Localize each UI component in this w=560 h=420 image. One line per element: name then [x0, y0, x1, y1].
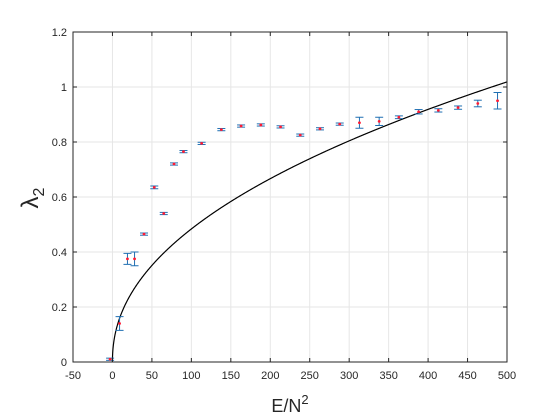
point-marker [298, 133, 302, 137]
data-point [493, 92, 502, 110]
data-point [375, 116, 384, 126]
x-axis-label-base: E/N [271, 396, 301, 416]
x-tick-label: 450 [458, 370, 476, 382]
point-marker [496, 99, 499, 103]
y-axis-label-base: λ [17, 196, 44, 208]
x-tick-label: -50 [65, 370, 81, 382]
point-marker [279, 125, 282, 129]
fit-curve-layer [111, 81, 508, 363]
data-point [217, 128, 226, 132]
x-tick-label: 300 [340, 370, 358, 382]
point-marker [126, 257, 129, 261]
point-marker [417, 110, 421, 114]
point-marker [318, 127, 322, 131]
y-tick-label: 0.8 [52, 137, 67, 149]
data-point [256, 123, 265, 127]
y-tick-label: 1.2 [52, 27, 67, 39]
point-marker [377, 119, 381, 123]
data-point [179, 150, 188, 154]
y-tick-label: 0.2 [52, 302, 67, 314]
data-points-layer [106, 92, 502, 361]
point-marker [358, 121, 361, 125]
x-tick-label: 50 [146, 370, 158, 382]
data-point [123, 252, 132, 265]
point-marker [259, 123, 263, 127]
point-marker [397, 115, 401, 119]
point-marker [456, 106, 460, 110]
point-marker [152, 185, 156, 189]
point-marker [162, 212, 166, 215]
x-tick-label: 200 [261, 370, 279, 382]
fit-curve [111, 81, 508, 363]
x-tick-label: 500 [498, 370, 516, 382]
point-marker [142, 232, 146, 236]
point-marker [338, 122, 342, 126]
y-axis-label-sub: 2 [31, 187, 48, 196]
data-point [237, 124, 246, 128]
data-point [197, 141, 206, 145]
point-marker [239, 124, 243, 128]
grid [73, 32, 507, 362]
y-tick-label: 0 [61, 357, 67, 369]
x-tick-label: 250 [301, 370, 319, 382]
data-point [115, 316, 124, 331]
point-marker [133, 257, 136, 261]
point-marker [476, 102, 480, 105]
data-point [159, 211, 168, 216]
y-tick-label: 1 [61, 82, 67, 94]
point-marker [172, 162, 176, 166]
data-point [130, 251, 139, 267]
point-marker [182, 150, 185, 154]
point-marker [436, 108, 440, 112]
x-tick-label: 150 [222, 370, 240, 382]
y-tick-label: 0.4 [52, 247, 67, 259]
y-axis-label: λ2 [17, 187, 48, 208]
x-tick-label: 0 [109, 370, 115, 382]
data-point [296, 133, 305, 137]
data-point [170, 162, 179, 166]
point-marker [118, 322, 121, 325]
x-tick-label: 400 [419, 370, 437, 382]
data-point [276, 125, 285, 129]
x-axis-label-sup: 2 [301, 392, 308, 407]
data-point [394, 115, 403, 120]
data-point [355, 116, 364, 129]
data-point [414, 109, 423, 115]
point-marker [200, 141, 204, 145]
point-marker [219, 128, 223, 132]
x-axis-label: E/N2 [271, 392, 308, 416]
data-point [315, 127, 324, 131]
point-marker [108, 357, 112, 361]
x-tick-label: 100 [182, 370, 200, 382]
data-point [150, 185, 159, 190]
data-point [454, 105, 463, 110]
x-axis-ticks: -50 0 50 100 150 200 250 300 350 400 450 500 [65, 32, 516, 382]
y-axis-ticks: 0 0.2 0.4 0.6 0.8 1 1.2 [52, 27, 507, 369]
data-point [335, 122, 344, 126]
x-tick-label: 350 [379, 370, 397, 382]
data-point [434, 108, 443, 113]
data-point [140, 232, 149, 236]
data-point [473, 99, 482, 108]
y-tick-label: 0.6 [52, 192, 67, 204]
